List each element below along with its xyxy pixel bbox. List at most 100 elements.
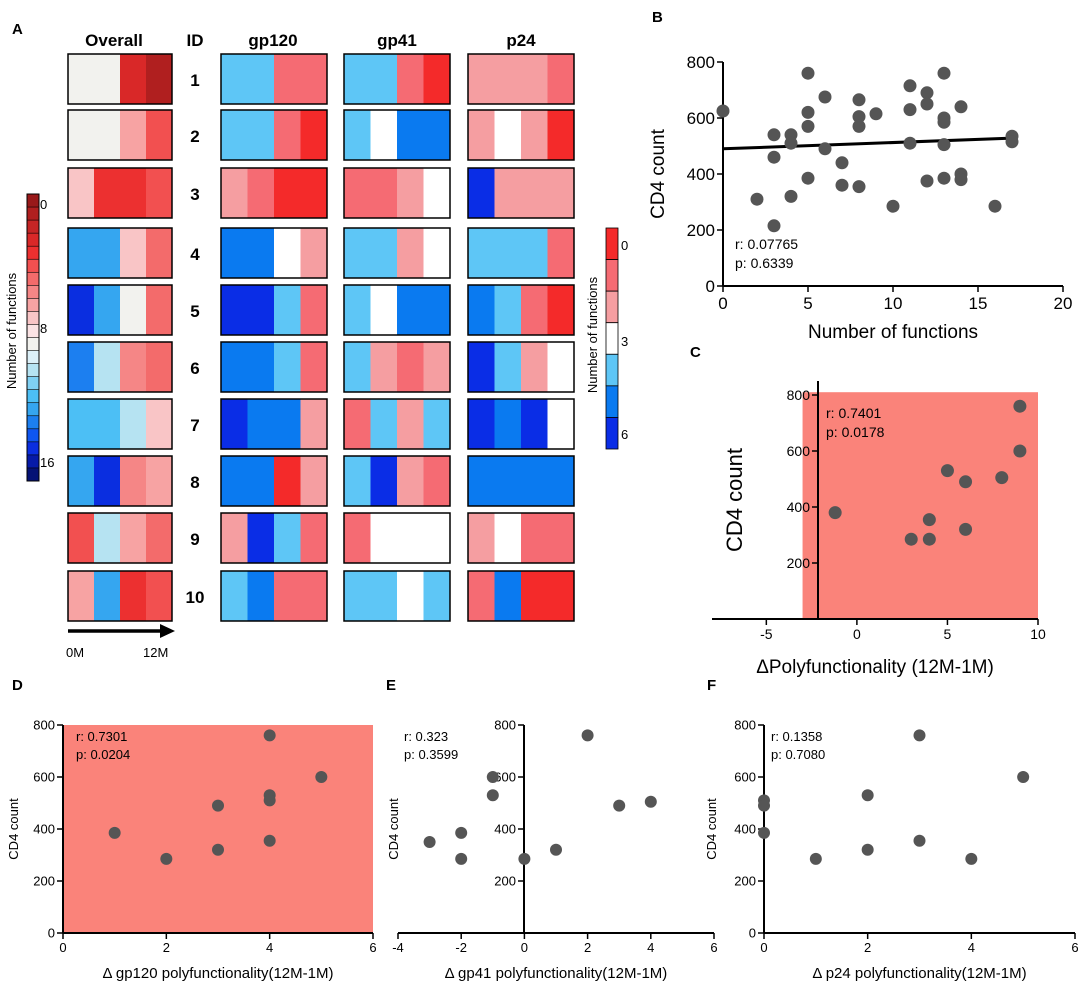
heat-cell-gp41-r8-c2 [370,456,398,506]
heat-cell-overall-r9-c1 [68,513,95,563]
heat-cell-gp41-r6-c3 [397,342,424,392]
heat-cell-overall-r9-c3 [120,513,147,563]
heat-cell-overall-r1-c1 [68,54,95,104]
heat-cell-gp120-r4-c4 [300,228,328,278]
data-point [518,852,531,865]
data-point [644,795,657,808]
heat-cell-p24-r5-c1 [468,285,495,335]
heat-cell-p24-r7-c4 [547,399,575,449]
shaded-region [802,392,1038,619]
heat-cell-gp120-r2-c1 [221,110,248,160]
y-tick-label: 0 [706,277,715,296]
heat-row-border [467,284,575,336]
heat-cell-gp120-r8-c3 [274,456,301,506]
data-point [784,189,798,203]
heat-row-border [67,570,173,622]
stat-p: p: 0.0204 [76,747,130,762]
heat-cell-gp120-r4-c1 [221,228,248,278]
data-point [903,103,917,117]
heatmap-title-id: ID [187,31,204,50]
heat-row-border [467,455,575,507]
data-point [455,826,468,839]
heat-cell-p24-r8-c3 [521,456,548,506]
data-point [913,834,926,847]
data-point [818,142,832,156]
heat-cell-gp120-r2-c3 [274,110,301,160]
y-tick-label: 600 [687,109,715,128]
heat-cell-overall-r8-c1 [68,456,95,506]
heat-cell-gp41-r4-c3 [397,228,424,278]
heat-cell-gp41-r4-c4 [423,228,451,278]
overall-legend-swatch [27,376,39,391]
heat-row-border [67,53,173,105]
heat-row-border [343,167,451,219]
x-tick-label: 20 [1054,294,1073,313]
data-point [869,107,883,121]
heat-row-border [343,512,451,564]
heat-cell-gp41-r7-c4 [423,399,451,449]
heat-row-border [220,570,328,622]
heat-row-border [67,398,173,450]
y-tick-label: 600 [33,770,55,785]
heat-row-border [220,109,328,161]
protein-legend-swatch-3 [605,322,619,355]
data-point [801,171,815,185]
y-axis-label: CD4 count [6,798,21,860]
heatmap-title-gp41: gp41 [377,31,417,50]
heat-cell-gp41-r10-c1 [344,571,371,621]
heat-cell-overall-r8-c4 [146,456,173,506]
heat-cell-gp120-r10-c1 [221,571,248,621]
panel-label-f: F [707,677,716,694]
heat-row-border [67,455,173,507]
x-tick-label: 0 [718,294,727,313]
x-tick-label: 6 [369,940,376,955]
heat-cell-overall-r4-c2 [94,228,121,278]
heat-cell-gp120-r7-c1 [221,399,248,449]
x-tick-label: 0 [59,940,66,955]
overall-legend-swatch [27,350,39,364]
heat-cell-p24-r9-c1 [468,513,495,563]
heat-cell-gp41-r6-c4 [423,342,451,392]
data-point [486,789,499,802]
time-start-label: 0M [66,645,84,660]
data-point [784,136,798,150]
heat-row-border [67,341,173,393]
heat-cell-gp41-r3-c1 [344,168,371,218]
heat-row-border [343,341,451,393]
data-point [922,532,936,546]
regression-line [722,136,1013,151]
data-point [852,119,866,133]
overall-legend-swatch [27,246,39,260]
overall-legend-title: Number of functions [4,272,19,389]
heat-cell-gp41-r3-c3 [397,168,424,218]
overall-legend-swatch [27,454,39,469]
heat-cell-p24-r4-c2 [494,228,522,278]
heat-cell-overall-r4-c1 [68,228,95,278]
heat-cell-gp120-r2-c4 [300,110,328,160]
x-tick-label: 2 [584,940,591,955]
data-point [801,119,815,133]
protein-legend-swatch-4 [605,353,619,387]
x-axis-label: Δ gp41 polyfunctionality(12M-1M) [445,965,668,982]
overall-legend-swatch [27,415,39,430]
heat-cell-overall-r2-c1 [68,110,95,160]
heat-cell-overall-r3-c4 [146,168,173,218]
heat-cell-overall-r10-c2 [94,571,121,621]
overall-legend-swatch [27,337,39,351]
heat-cell-gp120-r9-c3 [274,513,301,563]
heat-cell-gp41-r3-c4 [423,168,451,218]
heat-cell-overall-r7-c4 [146,399,173,449]
stat-r: r: 0.07765 [735,236,798,252]
y-tick-label: 200 [494,874,516,889]
stat-p: p: 0.0178 [826,424,885,440]
stat-r: r: 0.7401 [826,405,881,421]
heat-cell-p24-r6-c1 [468,342,495,392]
heat-row-border [467,570,575,622]
heat-cell-p24-r3-c4 [547,168,575,218]
data-point [861,789,874,802]
heat-cell-gp120-r10-c2 [247,571,275,621]
heat-cell-p24-r3-c1 [468,168,495,218]
heat-cell-gp120-r7-c2 [247,399,275,449]
heat-cell-gp120-r10-c3 [274,571,301,621]
